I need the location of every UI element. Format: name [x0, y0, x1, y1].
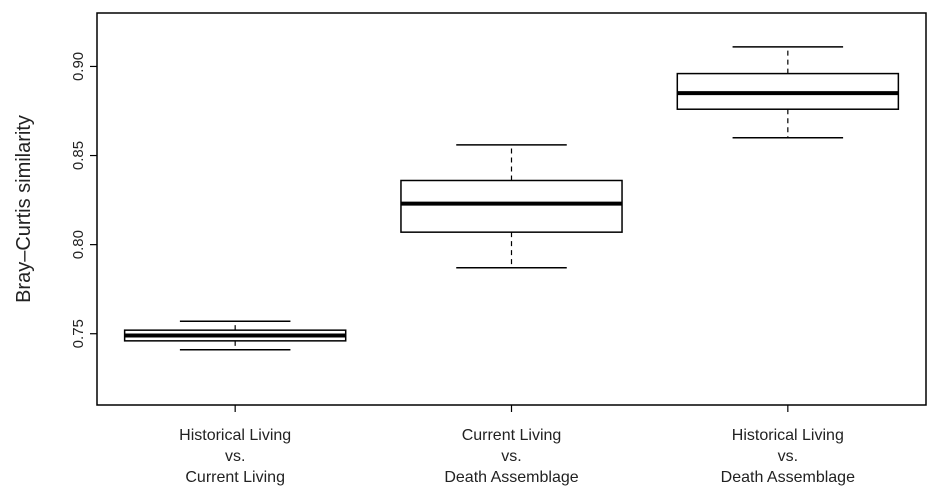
x-category-label-line: vs.	[778, 448, 798, 465]
boxes	[123, 46, 900, 351]
box	[400, 179, 623, 233]
y-axis-title: Bray–Curtis similarity	[13, 115, 35, 303]
x-category-label-line: Death Assemblage	[721, 469, 855, 486]
x-category-label: Current Living vs. Death Assemblage	[444, 427, 578, 486]
x-category-label-line: Historical Living	[179, 427, 291, 444]
x-category-label: Historical Living vs. Death Assemblage	[721, 427, 855, 486]
x-axis: Historical Living vs. Current LivingCurren…	[179, 405, 855, 486]
box-group	[400, 144, 623, 269]
x-category-label-line: Current Living	[462, 427, 562, 444]
x-category-label-line: Historical Living	[732, 427, 844, 444]
x-category-label: Historical Living vs. Current Living	[179, 427, 291, 486]
x-category-label-line: vs.	[501, 448, 521, 465]
x-category-label-line: vs.	[225, 448, 245, 465]
y-axis: 0.75 0.80 0.85 0.90	[70, 52, 97, 348]
y-tick-label: 0.90	[70, 52, 87, 81]
box-group	[676, 46, 900, 139]
y-tick-label: 0.85	[70, 141, 87, 170]
y-tick-label: 0.80	[70, 230, 87, 259]
y-tick-label: 0.75	[70, 319, 87, 348]
x-category-label-line: Death Assemblage	[444, 469, 578, 486]
box-group	[123, 320, 347, 351]
x-category-label-line: Current Living	[185, 469, 285, 486]
